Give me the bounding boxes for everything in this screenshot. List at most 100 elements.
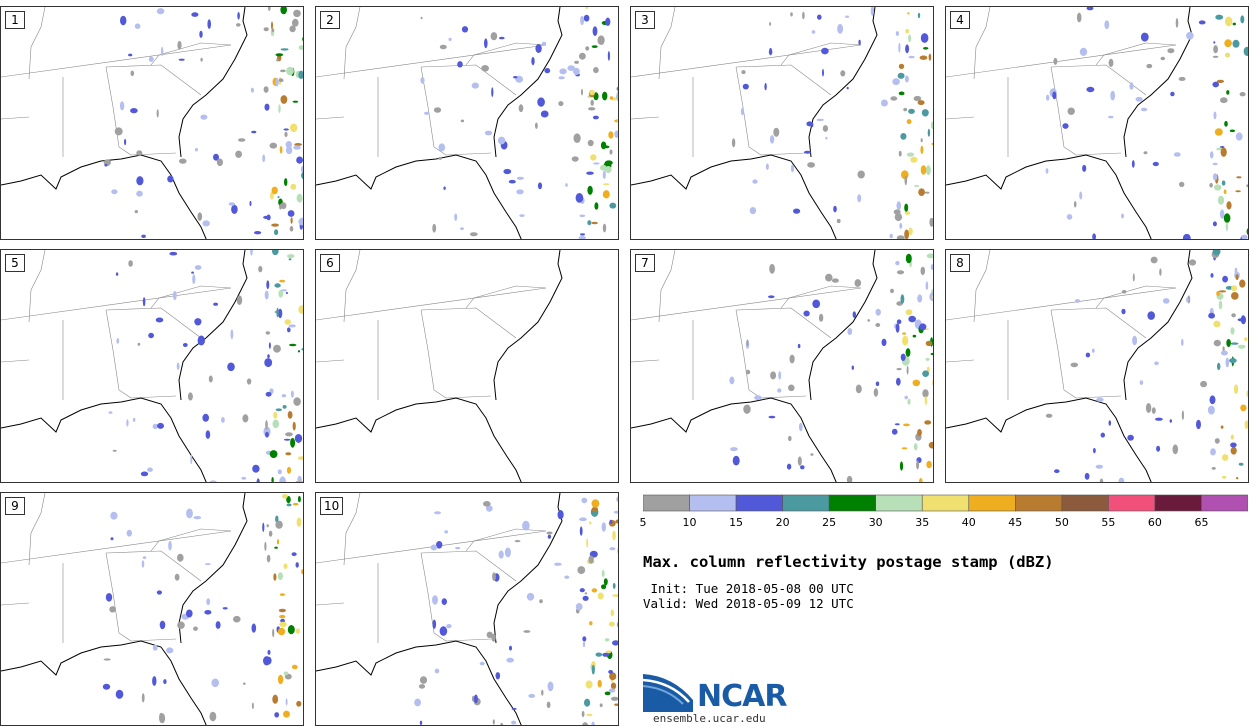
echo-cell — [1230, 327, 1235, 335]
echo-cell — [287, 327, 291, 333]
echo-cell — [136, 150, 143, 156]
echo-cell — [919, 478, 923, 482]
echo-cell — [913, 443, 918, 451]
colorbar-segment — [782, 494, 830, 512]
echo-cell — [268, 530, 273, 537]
echo-cell — [284, 131, 288, 137]
state-border — [1050, 307, 1147, 339]
echo-cell — [1236, 176, 1242, 179]
echo-cell — [904, 175, 908, 186]
coastline — [1, 493, 248, 725]
echo-cell — [289, 25, 296, 33]
echo-cell — [786, 463, 792, 470]
ensemble-member-panel: 3 — [630, 6, 934, 240]
echo-cell — [186, 609, 193, 618]
echo-cell — [875, 323, 881, 327]
state-border — [343, 250, 361, 323]
echo-cell — [1067, 107, 1075, 115]
echo-cell — [288, 258, 292, 261]
echo-cell — [1209, 183, 1213, 188]
echo-cell — [896, 368, 902, 371]
state-border — [1, 44, 232, 78]
echo-cell — [485, 505, 493, 512]
echo-cell — [873, 388, 879, 397]
echo-cell — [778, 371, 782, 380]
echo-cell — [249, 200, 252, 207]
echo-cell — [132, 417, 136, 422]
echo-cell — [296, 156, 303, 164]
echo-cell — [559, 68, 567, 75]
echo-cell — [875, 308, 881, 316]
state-border — [1, 359, 30, 363]
echo-cell — [483, 501, 491, 507]
echo-cell — [277, 627, 286, 636]
echo-cell — [1237, 344, 1246, 349]
echo-cell — [917, 100, 925, 106]
echo-cell — [1220, 425, 1224, 429]
echo-cell — [807, 162, 815, 168]
echo-cell — [152, 423, 158, 430]
echo-cell — [202, 220, 210, 227]
reflectivity-map — [1, 250, 303, 482]
echo-cell — [141, 234, 146, 238]
echo-cell — [297, 495, 301, 503]
echo-cell — [514, 540, 521, 543]
echo-cell — [1084, 472, 1090, 480]
echo-cell — [743, 404, 751, 414]
echo-cell — [115, 272, 119, 276]
echo-cell — [588, 107, 596, 111]
echo-cell — [274, 712, 280, 718]
echo-cell — [200, 114, 208, 120]
echo-cell — [554, 562, 562, 566]
echo-cell — [137, 342, 141, 346]
echo-cell — [301, 569, 303, 575]
echo-cell — [264, 541, 267, 551]
echo-cell — [1093, 447, 1096, 454]
echo-cell — [1054, 469, 1060, 474]
echo-cell — [1244, 337, 1248, 341]
echo-cell — [902, 332, 906, 335]
echo-cell — [283, 128, 289, 131]
echo-cell — [591, 506, 598, 513]
echo-cell — [287, 411, 293, 419]
echo-cell — [922, 389, 929, 398]
echo-cell — [612, 594, 618, 597]
ensemble-member-panel: 2 — [315, 6, 619, 240]
colorbar-segment — [921, 494, 970, 512]
colorbar-segment — [1201, 494, 1248, 512]
state-border — [1, 287, 232, 321]
echo-cell — [1246, 239, 1249, 240]
echo-cell — [913, 95, 922, 102]
echo-cell — [905, 253, 912, 264]
panel-number: 2 — [320, 11, 340, 29]
echo-cell — [280, 95, 288, 104]
echo-cell — [1070, 362, 1079, 368]
echo-cell — [917, 12, 921, 19]
echo-cell — [858, 39, 861, 46]
echo-cell — [492, 719, 495, 725]
echo-cell — [237, 12, 240, 20]
echo-cell — [1173, 152, 1181, 157]
echo-cell — [271, 477, 274, 482]
echo-cell — [283, 710, 290, 718]
echo-cell — [575, 193, 584, 203]
echo-cell — [252, 464, 260, 473]
echo-cell — [846, 475, 853, 482]
echo-cell — [1225, 16, 1233, 27]
colorbar-tick-label: 50 — [1054, 516, 1069, 529]
echo-cell — [615, 92, 618, 102]
echo-cell — [112, 449, 117, 452]
state-border — [735, 64, 832, 96]
echo-cell — [1086, 86, 1095, 93]
echo-cell — [434, 668, 440, 674]
echo-cell — [172, 290, 177, 301]
echo-cell — [1238, 462, 1244, 466]
echo-cell — [128, 260, 133, 267]
echo-cell — [599, 703, 603, 708]
echo-cell — [895, 260, 900, 266]
echo-cell — [924, 420, 932, 425]
echo-cell — [1045, 413, 1053, 418]
echo-cell — [586, 713, 593, 717]
echo-cell — [1074, 299, 1081, 303]
echo-cell — [904, 229, 909, 239]
